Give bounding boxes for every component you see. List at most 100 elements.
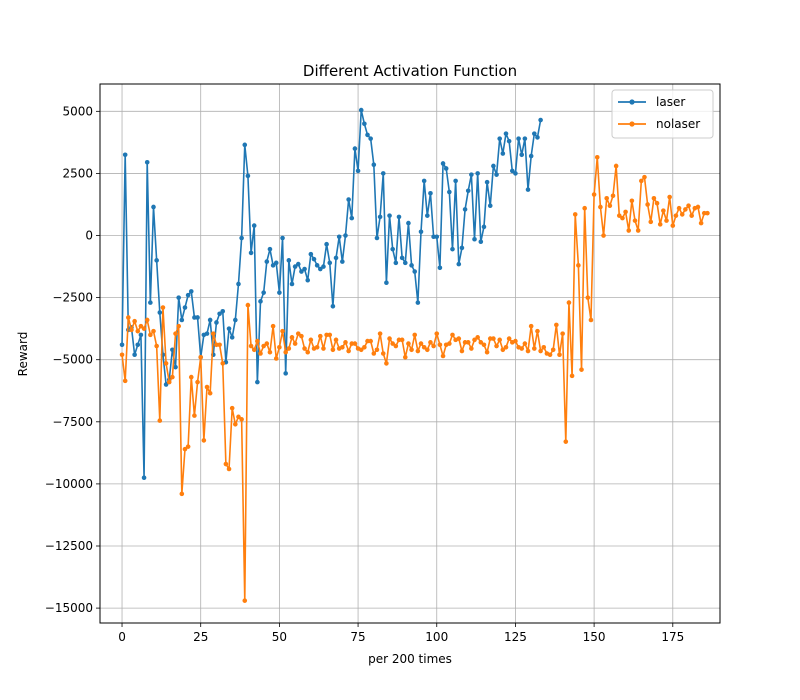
data-point-nolaser <box>314 344 320 350</box>
data-point-nolaser <box>667 194 672 200</box>
series-layer <box>119 107 710 603</box>
data-point-nolaser <box>434 331 440 336</box>
data-point-laser <box>314 263 320 268</box>
data-point-laser <box>251 223 257 228</box>
data-point-nolaser <box>289 335 295 340</box>
data-point-nolaser <box>613 163 619 169</box>
data-point-nolaser <box>277 344 282 350</box>
data-point-nolaser <box>686 203 691 209</box>
data-point-laser <box>258 299 263 304</box>
data-point-nolaser <box>566 300 572 305</box>
data-point-nolaser <box>258 351 263 356</box>
data-point-laser <box>484 179 490 185</box>
data-point-nolaser <box>170 374 175 380</box>
data-point-nolaser <box>346 348 351 354</box>
data-point-nolaser <box>591 192 597 197</box>
data-point-nolaser <box>362 344 367 350</box>
data-point-laser <box>267 246 273 252</box>
data-point-laser <box>299 269 304 274</box>
data-point-nolaser <box>412 332 418 338</box>
data-point-laser <box>516 136 521 141</box>
data-point-nolaser <box>173 331 178 336</box>
x-tick-label: 25 <box>193 630 208 644</box>
data-point-laser <box>503 131 509 136</box>
data-point-nolaser <box>380 351 386 356</box>
data-point-laser <box>428 190 433 196</box>
data-point-nolaser <box>683 207 688 212</box>
data-point-nolaser <box>648 219 654 225</box>
data-point-nolaser <box>220 361 226 366</box>
x-tick-label: 100 <box>425 630 448 644</box>
data-point-nolaser <box>651 195 657 201</box>
data-point-nolaser <box>163 361 169 366</box>
data-point-nolaser <box>358 347 364 353</box>
y-axis: −15000 −12500 −10000 −7500 −5000 −2500 0 2500 50… <box>45 104 100 615</box>
data-point-nolaser <box>563 439 569 444</box>
data-point-laser <box>151 204 156 210</box>
data-point-laser <box>472 236 477 242</box>
x-tick-label: 150 <box>583 630 606 644</box>
data-point-nolaser <box>188 374 194 380</box>
data-point-nolaser <box>478 340 484 345</box>
data-point-nolaser <box>623 209 628 215</box>
data-point-nolaser <box>179 491 185 497</box>
data-point-nolaser <box>267 349 273 355</box>
data-point-nolaser <box>554 322 559 328</box>
data-point-laser <box>365 132 370 138</box>
data-point-nolaser <box>487 336 493 341</box>
data-point-nolaser <box>632 218 638 223</box>
legend-marker-laser <box>629 99 635 105</box>
series-nolaser <box>119 154 710 603</box>
data-point-nolaser <box>610 193 616 199</box>
data-point-laser <box>195 315 200 320</box>
data-point-laser <box>132 352 137 358</box>
data-point-nolaser <box>459 348 465 354</box>
data-point-nolaser <box>541 344 547 350</box>
data-point-laser <box>346 197 351 202</box>
data-point-nolaser <box>166 379 172 385</box>
data-point-nolaser <box>280 328 285 334</box>
data-point-laser <box>173 364 178 370</box>
data-point-nolaser <box>264 341 270 346</box>
y-tick-label: −5000 <box>52 353 93 367</box>
data-point-nolaser <box>126 315 131 320</box>
data-point-nolaser <box>431 343 436 349</box>
data-point-laser <box>308 251 314 257</box>
data-point-laser <box>371 162 377 168</box>
data-point-nolaser <box>538 348 543 354</box>
data-point-nolaser <box>368 338 373 344</box>
data-point-nolaser <box>406 341 411 346</box>
legend: laser nolaser <box>611 89 714 139</box>
data-point-laser <box>412 269 418 274</box>
data-point-laser <box>402 260 408 266</box>
data-point-laser <box>538 117 543 123</box>
data-point-laser <box>513 171 518 176</box>
data-point-laser <box>459 245 465 251</box>
data-point-laser <box>333 255 339 261</box>
data-point-nolaser <box>270 323 276 329</box>
data-point-laser <box>349 215 355 221</box>
x-tick-label: 50 <box>272 630 287 644</box>
data-point-nolaser <box>676 205 682 211</box>
data-point-laser <box>453 178 458 184</box>
data-point-laser <box>305 277 311 283</box>
data-point-nolaser <box>393 343 399 349</box>
data-point-laser <box>387 213 392 218</box>
data-point-nolaser <box>192 413 197 418</box>
data-point-nolaser <box>340 344 345 350</box>
legend-marker-nolaser <box>629 121 635 127</box>
data-point-nolaser <box>154 343 159 349</box>
data-point-laser <box>327 260 333 266</box>
data-point-nolaser <box>447 341 452 346</box>
data-point-laser <box>148 300 153 305</box>
data-point-nolaser <box>626 228 632 233</box>
data-point-laser <box>434 234 440 240</box>
data-point-nolaser <box>635 228 641 233</box>
data-point-nolaser <box>705 210 710 216</box>
data-point-nolaser <box>229 405 235 411</box>
data-point-nolaser <box>305 349 311 355</box>
y-tick-label: −10000 <box>45 477 93 491</box>
series-laser <box>119 107 543 480</box>
data-point-nolaser <box>236 414 241 420</box>
